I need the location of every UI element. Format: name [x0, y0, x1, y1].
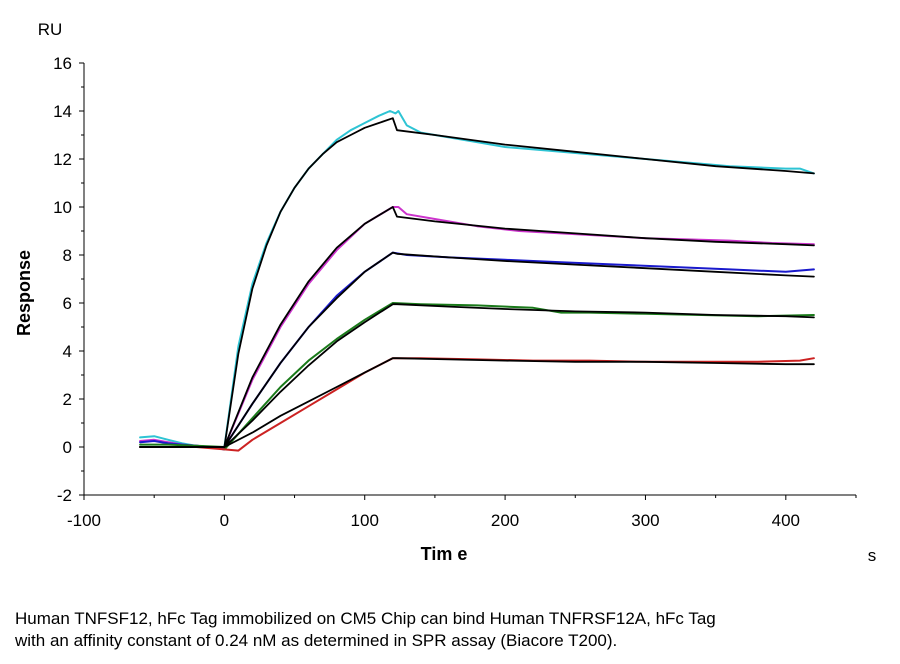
caption-line-2: with an affinity constant of 0.24 nM as … — [15, 631, 618, 650]
y-tick-label: 6 — [63, 294, 72, 313]
y-tick-label: 2 — [63, 390, 72, 409]
x-axis-title: Tim e — [421, 544, 468, 564]
figure-caption: Human TNFSF12, hFc Tag immobilized on CM… — [15, 608, 885, 652]
sensorgram-curve-1 — [139, 206, 815, 451]
series-group — [139, 110, 815, 452]
y-tick-label: -2 — [57, 486, 72, 505]
fit-curve-8 — [139, 303, 815, 448]
y-tick-label: 16 — [53, 54, 72, 73]
y-axis-title: Response — [14, 250, 34, 336]
y-tick-label: 12 — [53, 150, 72, 169]
y-tick-label: 0 — [63, 438, 72, 457]
spr-sensorgram-chart: RU Response Tim e s -2 0 2 4 6 8 10 12 14 16 -100 0… — [14, 20, 877, 565]
fit-curve-7 — [139, 251, 815, 448]
axes: -2 0 2 4 6 8 10 12 14 16 -100 0 100 200 300 400 — [53, 54, 857, 530]
fit-curve-9 — [139, 357, 815, 448]
x-unit-label: s — [868, 546, 877, 565]
y-tick-label: 8 — [63, 246, 72, 265]
x-tick-label: 0 — [220, 511, 229, 530]
x-tick-label: -100 — [67, 511, 101, 530]
fit-curve-6 — [139, 206, 815, 448]
x-tick-label: 100 — [351, 511, 379, 530]
fit-curve-5 — [139, 117, 815, 448]
x-tick-label: 400 — [772, 511, 800, 530]
y-tick-label: 10 — [53, 198, 72, 217]
y-tick-label: 14 — [53, 102, 72, 121]
caption-line-1: Human TNFSF12, hFc Tag immobilized on CM… — [15, 609, 716, 628]
y-unit-label: RU — [38, 20, 63, 39]
sensorgram-curve-0 — [139, 110, 815, 451]
x-tick-label: 300 — [631, 511, 659, 530]
x-tick-label: 200 — [491, 511, 519, 530]
sensorgram-curve-3 — [139, 302, 815, 451]
y-tick-label: 4 — [63, 342, 72, 361]
